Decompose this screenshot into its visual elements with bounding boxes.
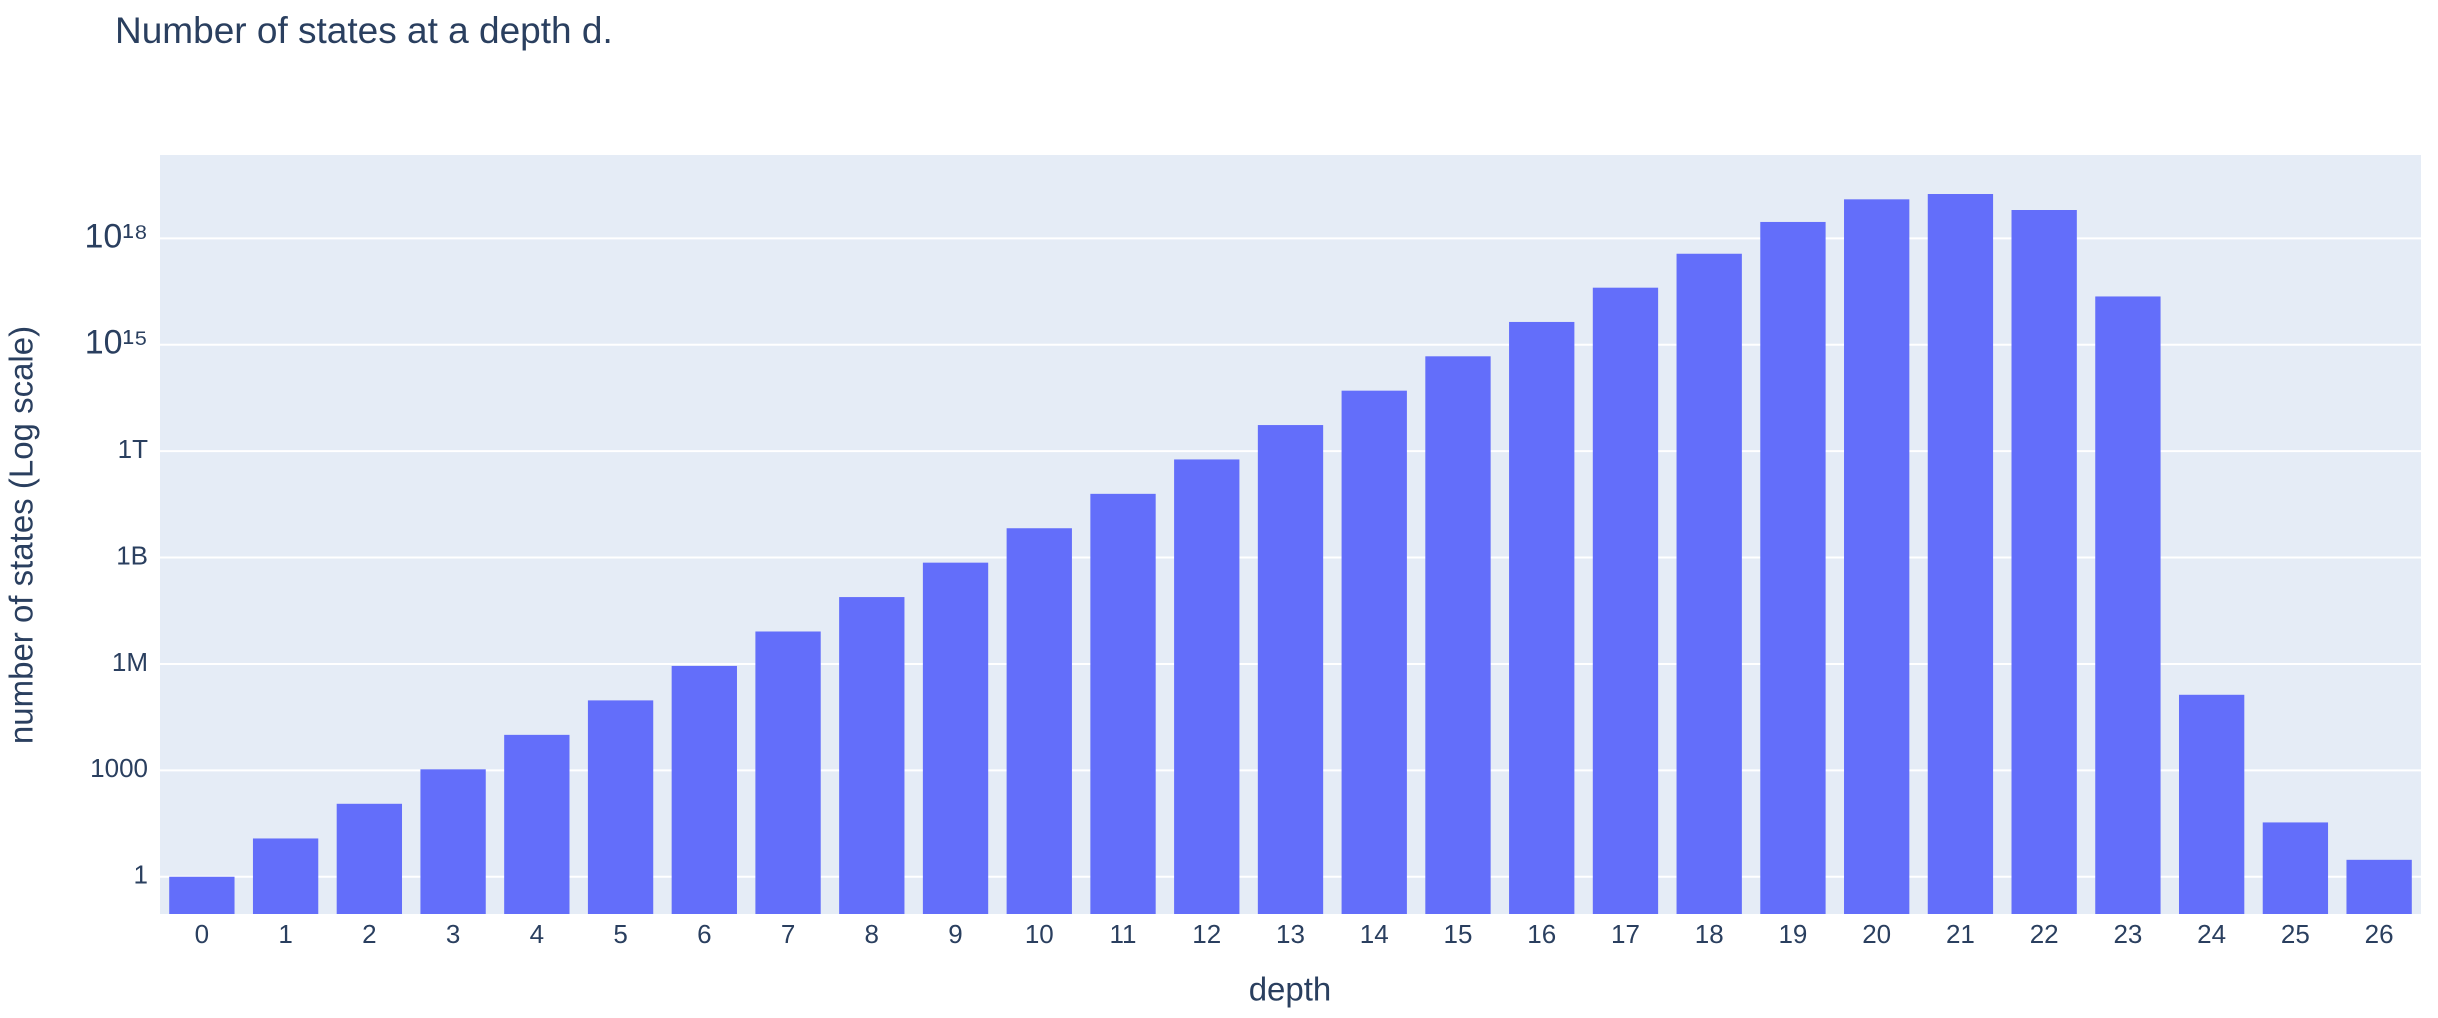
bar [1174, 459, 1240, 914]
x-tick-label: 23 [2113, 919, 2142, 949]
x-tick-label: 20 [1862, 919, 1891, 949]
bar [2262, 822, 2329, 914]
y-axis-title: number of states (Log scale) [3, 326, 40, 744]
bar [671, 665, 737, 914]
x-axis-title: depth [1249, 971, 1332, 1008]
x-tick-label: 19 [1778, 919, 1807, 949]
bar [839, 597, 905, 914]
y-tick-label: 10¹⁵ [85, 324, 148, 362]
x-tick-label: 7 [781, 919, 795, 949]
bar [420, 769, 486, 914]
bar [336, 803, 403, 914]
bar [169, 876, 235, 914]
bar [1341, 390, 1407, 915]
x-tick-label: 3 [446, 919, 460, 949]
bar [1592, 287, 1659, 914]
x-tick-label: 25 [2281, 919, 2310, 949]
y-tick-label: 1B [116, 540, 148, 570]
x-tick-label: 14 [1360, 919, 1389, 949]
x-tick-label: 26 [2365, 919, 2394, 949]
bar [2095, 296, 2161, 915]
x-tick-label: 0 [195, 919, 209, 949]
x-tick-label: 18 [1695, 919, 1724, 949]
x-tick-label: 15 [1444, 919, 1473, 949]
bar [1509, 321, 1575, 914]
bar [1257, 425, 1324, 914]
y-tick-label: 1T [118, 434, 148, 464]
bar [1090, 493, 1156, 914]
y-tick-label: 10¹⁸ [85, 217, 148, 255]
x-tick-label: 21 [1946, 919, 1975, 949]
bar [504, 734, 570, 914]
x-tick-label: 2 [362, 919, 376, 949]
x-tick-label: 5 [613, 919, 627, 949]
chart-title: Number of states at a depth d. [115, 10, 613, 51]
bar [1760, 221, 1826, 915]
bar [2011, 210, 2077, 914]
y-tick-label: 1M [112, 647, 148, 677]
bar [1927, 194, 1994, 914]
bar [1844, 199, 1910, 914]
x-tick-label: 8 [865, 919, 879, 949]
x-tick-label: 9 [948, 919, 962, 949]
x-tick-label: 12 [1192, 919, 1221, 949]
x-tick-label: 17 [1611, 919, 1640, 949]
x-tick-label: 11 [1110, 919, 1137, 949]
x-tick-label: 22 [2030, 919, 2059, 949]
x-tick-label: 13 [1276, 919, 1305, 949]
bar [587, 700, 654, 914]
bar [2178, 694, 2245, 914]
x-tick-label: 24 [2197, 919, 2226, 949]
bar [755, 631, 821, 914]
bar [1006, 528, 1072, 914]
y-tick-label: 1000 [90, 753, 148, 783]
bar [252, 838, 319, 914]
bar [1425, 356, 1491, 914]
y-tick-label: 1 [134, 860, 148, 890]
bar [2346, 859, 2412, 914]
x-tick-label: 6 [697, 919, 711, 949]
x-tick-label: 16 [1527, 919, 1556, 949]
x-tick-label: 4 [530, 919, 544, 949]
x-tick-label: 1 [278, 919, 292, 949]
bar [1676, 253, 1742, 914]
x-tick-label: 10 [1025, 919, 1054, 949]
bar [922, 562, 989, 914]
